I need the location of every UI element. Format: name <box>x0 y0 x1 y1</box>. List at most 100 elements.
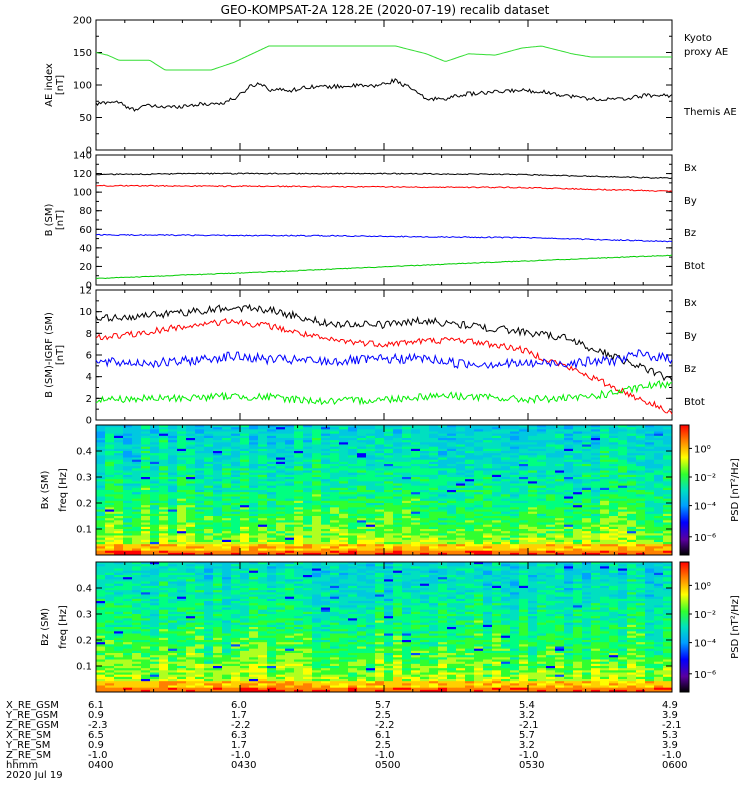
spectrogram-cell <box>447 427 457 430</box>
spectrogram-cell <box>510 496 520 500</box>
spectrogram-cell <box>168 490 178 493</box>
spectrogram-cell <box>384 481 394 484</box>
spectrogram-cell <box>96 566 106 569</box>
spectrogram-cell <box>555 442 565 445</box>
spectrogram-cell <box>249 461 259 465</box>
spectrogram-cell <box>240 442 250 445</box>
spectrogram-cell <box>105 431 115 435</box>
spectrogram-cell <box>564 568 574 572</box>
spectrogram-cell <box>321 507 331 510</box>
spectrogram-cell <box>519 509 529 513</box>
spectrogram-cell <box>600 464 610 467</box>
spectrogram-cell <box>573 466 583 469</box>
spectrogram-cell <box>465 509 475 513</box>
spectrogram-cell <box>474 427 484 430</box>
spectrogram-cell <box>438 579 448 582</box>
spectrogram-cell <box>645 572 655 576</box>
spectrogram-cell <box>258 509 268 513</box>
spectrogram-cell <box>501 522 511 526</box>
spectrogram-cell <box>204 479 214 482</box>
spectrogram-cell <box>510 451 520 454</box>
spectrogram-cell <box>546 507 556 510</box>
spectrogram-cell <box>357 524 367 528</box>
spectrogram-cell <box>483 572 493 576</box>
spectrogram-cell <box>483 520 493 523</box>
spectrogram-cell <box>600 570 610 574</box>
spectrogram-cell <box>411 483 421 487</box>
spectrogram-cell <box>474 522 484 526</box>
spectrogram-cell <box>474 481 484 484</box>
spectrogram-cell <box>114 487 124 491</box>
spectrogram-cell <box>447 513 457 517</box>
spectrogram-cell <box>213 583 223 587</box>
y-tick-label: 20 <box>79 262 92 273</box>
spectrogram-cell <box>285 468 295 471</box>
spectrogram-cell <box>249 575 259 578</box>
spectrogram-cell <box>591 544 601 547</box>
spectrogram-cell <box>267 542 277 545</box>
spectrogram-cell <box>150 425 160 428</box>
spectrogram-cell <box>510 570 520 574</box>
spectrogram-cell <box>123 464 133 467</box>
spectrogram-cell <box>321 494 331 497</box>
spectrogram-cell <box>492 542 502 545</box>
spectrogram-cell <box>411 503 421 506</box>
spectrogram-cell <box>258 529 268 532</box>
spectrogram-cell <box>555 438 565 441</box>
spectrogram-cell <box>258 461 268 465</box>
spectrogram-cell <box>366 474 376 478</box>
spectrogram-cell <box>564 529 574 532</box>
spectrogram-cell <box>663 570 673 574</box>
spectrogram-cell <box>555 562 565 565</box>
spectrogram-cell <box>114 425 124 428</box>
spectrogram-cell <box>285 455 295 458</box>
spectrogram-cell <box>465 529 475 532</box>
spectrogram-cell <box>339 455 349 458</box>
spectrogram-cell <box>600 539 610 543</box>
spectrogram-cell <box>159 505 169 508</box>
spectrogram-cell <box>285 537 295 541</box>
spectrogram-cell <box>591 446 601 450</box>
spectrogram-cell <box>348 468 358 471</box>
spectrogram-cell <box>537 542 547 545</box>
spectrogram-cell <box>312 455 322 458</box>
spectrogram-cell <box>555 526 565 530</box>
spectrogram-cell <box>546 472 556 476</box>
spectrogram-cell <box>267 490 277 493</box>
spectrogram-cell <box>240 535 250 539</box>
spectrogram-cell <box>564 453 574 456</box>
spectrogram-cell <box>582 438 592 441</box>
ae-series-kyoto-proxy-ae <box>95 45 672 71</box>
spectrogram-cell <box>114 552 124 556</box>
spectrogram-cell <box>213 535 223 539</box>
spectrogram-cell <box>132 453 142 456</box>
spectrogram-cell <box>573 531 583 534</box>
spectrogram-cell <box>582 481 592 484</box>
spectrogram-cell <box>402 429 412 432</box>
spectrogram-cell <box>177 507 187 510</box>
spectrogram-cell <box>159 546 169 549</box>
y-tick-label: 6 <box>86 351 92 362</box>
spectrogram-cell <box>456 483 466 487</box>
spectrogram-cell <box>132 533 142 536</box>
spectrogram-cell <box>402 575 412 578</box>
spectrogram-cell <box>627 442 637 445</box>
spectrogram-cell <box>177 442 187 445</box>
spectrogram-cell <box>438 472 448 476</box>
spectrogram-cell <box>240 453 250 456</box>
spectrogram-cell <box>204 507 214 510</box>
spectrogram-cell <box>528 442 538 445</box>
spectrogram-cell <box>654 507 664 510</box>
spectrogram-cell <box>384 572 394 576</box>
spectrogram-cell <box>141 457 151 461</box>
spectrogram-cell <box>96 472 106 476</box>
spectrogram-cell <box>249 435 259 439</box>
spectrogram-cell <box>258 505 268 508</box>
spectrogram-cell <box>96 577 106 580</box>
spectrogram-cell <box>96 477 106 480</box>
spectrogram-cell <box>645 485 655 489</box>
spectrogram-cell <box>141 513 151 517</box>
spectrogram-cell <box>303 446 313 450</box>
spectrogram-cell <box>474 505 484 508</box>
spectrogram-cell <box>456 455 466 458</box>
